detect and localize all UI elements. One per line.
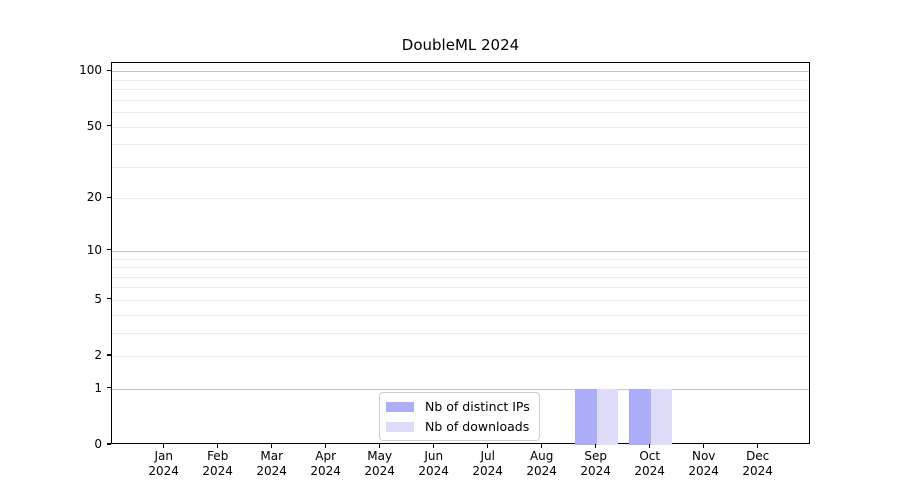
x-tick-label-sep-2024: Sep 2024 (580, 449, 611, 479)
x-tick-label-jun-2024: Jun 2024 (418, 449, 449, 479)
x-tick-mark-jun-2024 (433, 444, 435, 448)
x-tick-label-may-2024: May 2024 (364, 449, 395, 479)
y-tick-mark-100 (107, 69, 111, 71)
x-tick-mark-apr-2024 (325, 444, 327, 448)
legend-swatch-icon (386, 421, 414, 432)
y-tick-label-5: 5 (94, 291, 102, 306)
y-tick-mark-50 (107, 124, 111, 127)
x-tick-label-nov-2024: Nov 2024 (688, 449, 719, 479)
x-tick-label-feb-2024: Feb 2024 (202, 449, 233, 479)
gridline-minor-50 (112, 126, 809, 128)
x-tick-mark-sep-2024 (595, 444, 597, 448)
x-tick-mark-jan-2024 (163, 444, 165, 448)
y-tick-label-100: 100 (79, 63, 102, 78)
x-tick-mark-aug-2024 (541, 444, 543, 448)
x-tick-mark-may-2024 (379, 444, 381, 448)
y-tick-label-0: 0 (94, 437, 102, 451)
gridline-minor-4 (112, 314, 809, 316)
x-tick-label-jan-2024: Jan 2024 (148, 449, 179, 479)
gridline-minor-8 (112, 267, 809, 268)
legend-label: Nb of distinct IPs (425, 399, 530, 414)
bar-nb-of-distinct-ips-oct-2024 (629, 388, 651, 445)
gridline-minor-9 (112, 258, 809, 260)
y-tick-mark-20 (107, 196, 111, 198)
x-tick-label-aug-2024: Aug 2024 (526, 449, 557, 479)
x-tick-label-mar-2024: Mar 2024 (256, 449, 287, 479)
gridline-minor-80 (112, 89, 809, 90)
y-tick-label-2: 2 (94, 348, 102, 362)
x-tick-mark-nov-2024 (703, 444, 705, 448)
gridline-minor-20 (112, 198, 809, 200)
gridline-minor-90 (112, 79, 809, 81)
gridline-minor-40 (112, 144, 809, 146)
gridline-major-10 (112, 250, 809, 252)
x-tick-mark-jul-2024 (487, 444, 489, 448)
legend-swatch-icon (386, 401, 414, 412)
y-tick-label-1: 1 (94, 380, 102, 395)
x-tick-mark-dec-2024 (757, 444, 759, 448)
legend-label: Nb of downloads (425, 419, 530, 434)
bar-nb-of-distinct-ips-sep-2024 (575, 388, 597, 445)
y-tick-mark-5 (107, 298, 111, 300)
x-tick-label-apr-2024: Apr 2024 (310, 449, 341, 479)
x-tick-mark-feb-2024 (217, 444, 219, 448)
gridline-minor-7 (112, 276, 809, 278)
gridline-major-1 (112, 388, 809, 390)
y-tick-mark-0 (107, 443, 111, 445)
legend: Nb of distinct IPs Nb of downloads (379, 392, 540, 441)
y-tick-label-50: 50 (86, 118, 102, 133)
y-tick-mark-2 (107, 354, 111, 356)
gridline-minor-2 (112, 356, 809, 357)
gridline-minor-5 (112, 299, 809, 301)
gridline-minor-30 (112, 166, 809, 168)
x-tick-mark-oct-2024 (649, 444, 651, 448)
plot-area (111, 62, 810, 445)
x-tick-label-dec-2024: Dec 2024 (742, 449, 773, 479)
gridline-minor-70 (112, 99, 809, 101)
bar-nb-of-downloads-sep-2024 (596, 388, 619, 445)
bar-nb-of-downloads-oct-2024 (650, 388, 673, 445)
chart-title: DoubleML 2024 (401, 36, 520, 54)
y-tick-mark-10 (107, 249, 111, 251)
legend-entry-nb-of-downloads: Nb of downloads (386, 419, 530, 434)
legend-entry-nb-of-distinct-ips: Nb of distinct IPs (386, 399, 530, 414)
gridline-minor-60 (112, 112, 809, 113)
y-tick-mark-1 (107, 387, 111, 389)
x-tick-label-jul-2024: Jul 2024 (472, 449, 503, 479)
y-tick-label-20: 20 (86, 190, 102, 205)
gridline-minor-6 (112, 287, 809, 289)
gridline-major-100 (112, 71, 809, 73)
y-tick-label-10: 10 (86, 242, 102, 257)
gridline-minor-3 (112, 332, 809, 334)
x-tick-mark-mar-2024 (271, 444, 273, 448)
x-tick-label-oct-2024: Oct 2024 (634, 449, 665, 479)
